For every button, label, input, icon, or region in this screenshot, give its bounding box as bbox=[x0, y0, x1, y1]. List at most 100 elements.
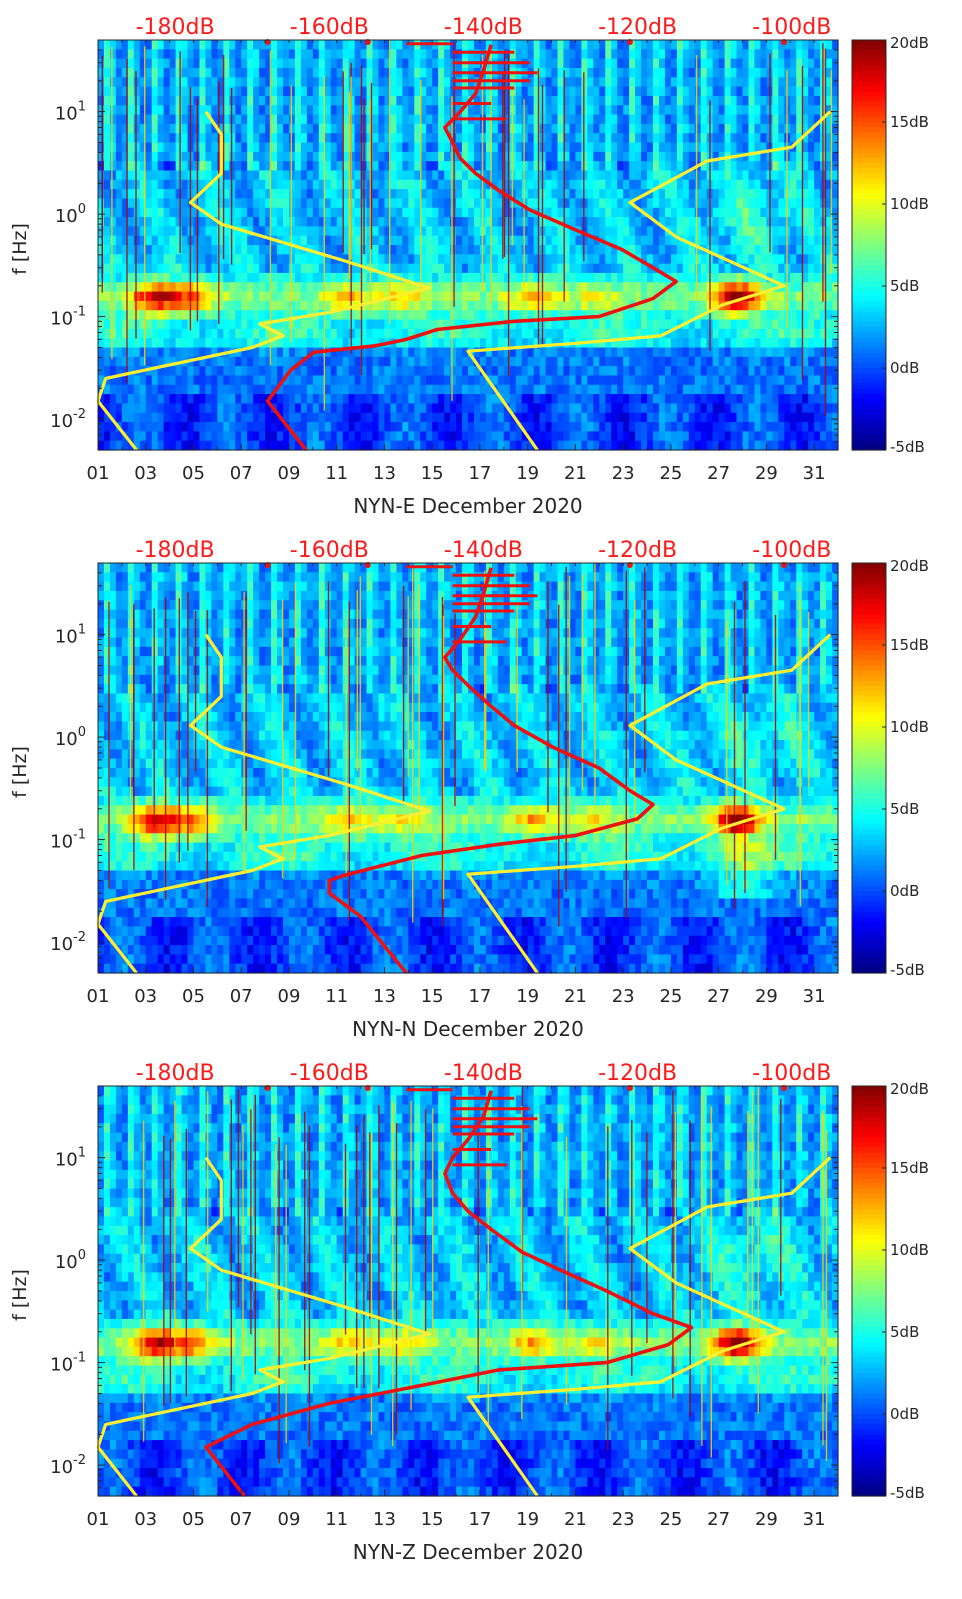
heatmap-cell bbox=[139, 375, 147, 386]
heatmap-cell bbox=[521, 282, 529, 293]
heatmap-cell bbox=[336, 235, 344, 246]
heatmap-cell bbox=[635, 319, 642, 330]
heatmap-cell bbox=[473, 412, 481, 423]
heatmap-cell bbox=[641, 403, 648, 414]
heatmap-cell bbox=[724, 328, 732, 339]
heatmap-cell bbox=[294, 151, 302, 162]
heatmap-cell bbox=[157, 123, 165, 134]
heatmap-cell bbox=[247, 319, 254, 330]
heatmap-cell bbox=[456, 412, 463, 423]
heatmap-cell bbox=[527, 440, 535, 451]
heatmap-cell bbox=[712, 49, 720, 60]
heatmap-cell bbox=[563, 412, 571, 423]
heatmap-cell bbox=[133, 282, 141, 293]
heatmap-cell bbox=[653, 319, 660, 330]
heatmap-cell bbox=[348, 254, 356, 265]
heatmap-cell bbox=[121, 123, 129, 134]
heatmap-cell bbox=[515, 133, 523, 144]
heatmap-cell bbox=[300, 86, 308, 97]
heatmap-cell bbox=[229, 328, 236, 339]
heatmap-cell bbox=[653, 198, 660, 209]
heatmap-cell bbox=[700, 40, 708, 50]
heatmap-cell bbox=[736, 170, 744, 181]
heatmap-cell bbox=[754, 189, 762, 200]
heatmap-cell bbox=[593, 394, 600, 405]
heatmap-cell bbox=[294, 40, 302, 50]
heatmap-cell bbox=[145, 347, 153, 358]
heatmap-cell bbox=[587, 394, 594, 405]
heatmap-cell bbox=[587, 422, 594, 432]
heatmap-cell bbox=[605, 412, 612, 423]
heatmap-cell bbox=[157, 347, 165, 358]
heatmap-cell bbox=[330, 123, 338, 134]
heatmap-cell bbox=[199, 189, 207, 200]
heatmap-cell bbox=[599, 105, 606, 116]
heatmap-cell bbox=[497, 431, 505, 442]
heatmap-cell bbox=[330, 142, 338, 153]
heatmap-cell bbox=[694, 272, 702, 283]
heatmap-cell bbox=[635, 77, 642, 88]
heatmap-cell bbox=[169, 77, 177, 88]
heatmap-cell bbox=[700, 77, 708, 88]
heatmap-cell bbox=[211, 366, 218, 377]
heatmap-cell bbox=[199, 161, 207, 172]
heatmap-cell bbox=[199, 440, 207, 451]
heatmap-cell bbox=[533, 114, 541, 125]
heatmap-cell bbox=[151, 319, 159, 330]
heatmap-cell bbox=[205, 49, 212, 60]
heatmap-cell bbox=[420, 422, 427, 432]
heatmap-cell bbox=[163, 319, 171, 330]
heatmap-cell bbox=[151, 58, 159, 69]
heatmap-cell bbox=[247, 40, 254, 50]
heatmap-cell bbox=[259, 245, 266, 255]
heatmap-cell bbox=[557, 235, 565, 246]
heatmap-cell bbox=[515, 310, 523, 321]
heatmap-cell bbox=[676, 123, 684, 134]
heatmap-cell bbox=[259, 356, 266, 367]
heatmap-cell bbox=[587, 384, 594, 395]
heatmap-cell bbox=[444, 198, 451, 209]
heatmap-cell bbox=[581, 161, 588, 172]
heatmap-cell bbox=[294, 49, 302, 60]
heatmap-cell bbox=[133, 431, 141, 442]
heatmap-cell bbox=[718, 328, 726, 339]
heatmap-cell bbox=[330, 310, 338, 321]
heatmap-cell bbox=[491, 198, 499, 209]
heatmap-cell bbox=[330, 394, 338, 405]
heatmap-cell bbox=[438, 226, 445, 237]
heatmap-cell bbox=[271, 328, 278, 339]
heatmap-cell bbox=[217, 338, 224, 349]
heatmap-cell bbox=[336, 114, 344, 125]
heatmap-cell bbox=[503, 123, 511, 134]
heatmap-cell bbox=[265, 282, 272, 293]
heatmap-cell bbox=[509, 310, 517, 321]
heatmap-cell bbox=[485, 366, 493, 377]
heatmap-cell bbox=[635, 282, 642, 293]
heatmap-cell bbox=[169, 235, 177, 246]
heatmap-cell bbox=[438, 431, 445, 442]
heatmap-cell bbox=[521, 300, 529, 311]
heatmap-cell bbox=[348, 207, 356, 218]
heatmap-cell bbox=[145, 67, 153, 78]
heatmap-cell bbox=[438, 105, 445, 116]
heatmap-cell bbox=[342, 123, 350, 134]
heatmap-cell bbox=[545, 226, 553, 237]
heatmap-cell bbox=[414, 347, 421, 358]
heatmap-cell bbox=[718, 366, 726, 377]
heatmap-cell bbox=[241, 179, 248, 190]
heatmap-cell bbox=[306, 319, 314, 330]
heatmap-cell bbox=[617, 151, 624, 162]
heatmap-cell bbox=[527, 123, 535, 134]
heatmap-cell bbox=[390, 422, 397, 432]
heatmap-cell bbox=[581, 300, 588, 311]
heatmap-cell bbox=[563, 394, 571, 405]
heatmap-cell bbox=[145, 77, 153, 88]
heatmap-cell bbox=[199, 347, 207, 358]
heatmap-cell bbox=[98, 105, 105, 116]
heatmap-cell bbox=[641, 170, 648, 181]
heatmap-cell bbox=[420, 142, 427, 153]
heatmap-cell bbox=[181, 105, 189, 116]
heatmap-cell bbox=[372, 67, 380, 78]
heatmap-cell bbox=[241, 282, 248, 293]
heatmap-cell bbox=[599, 291, 606, 302]
